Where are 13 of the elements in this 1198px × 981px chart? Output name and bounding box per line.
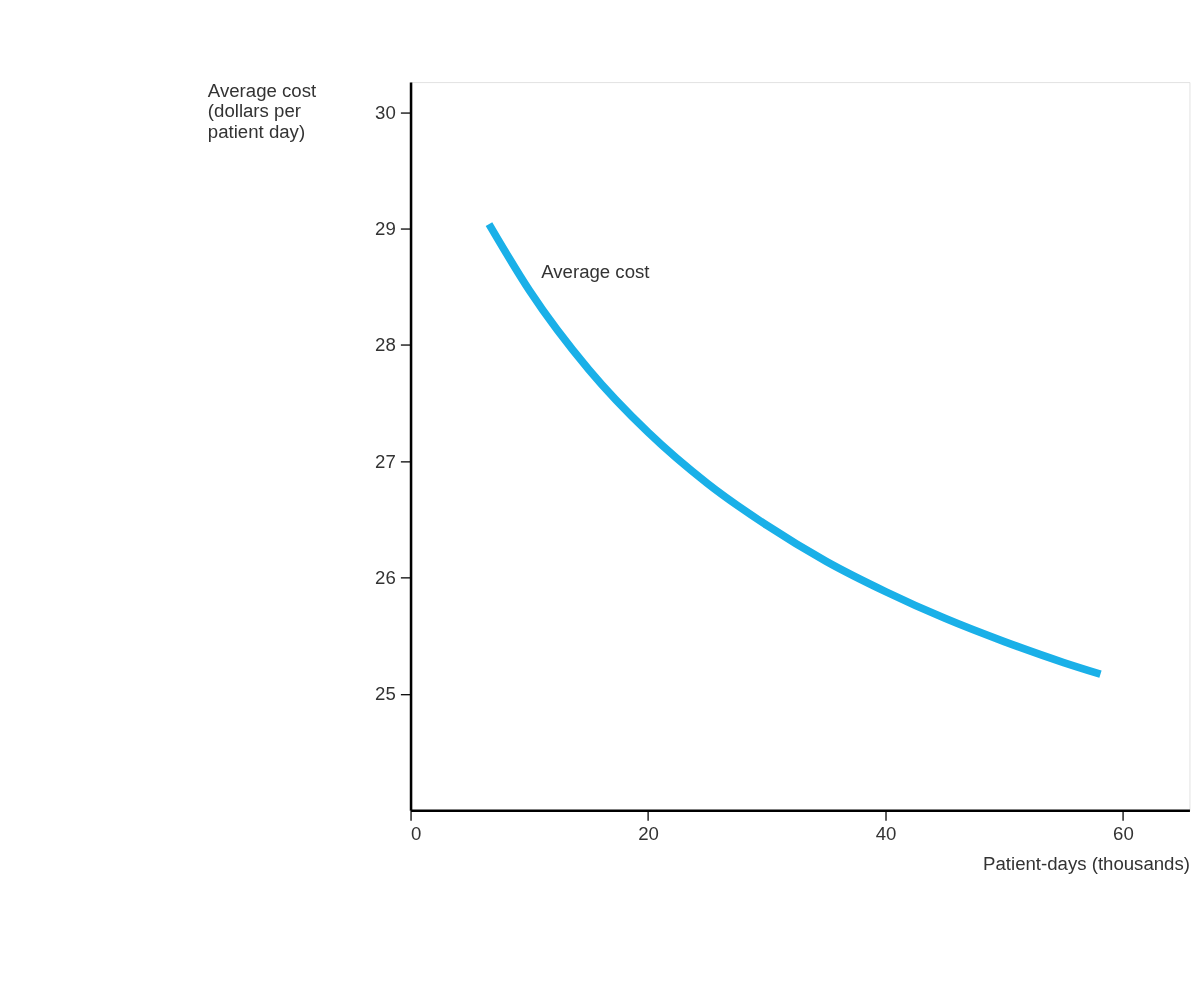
y-tick-label: 26 (375, 567, 396, 588)
x-tick-label: 20 (638, 823, 659, 845)
y-tick-label: 25 (375, 683, 396, 705)
y-tick-label: 30 (375, 101, 396, 123)
series-label: Average cost (541, 260, 651, 282)
x-axis-title: Patient-days (thousands) (983, 852, 1190, 874)
x-tick-label: 0 (411, 823, 422, 845)
y-tick-label: 28 (375, 334, 396, 356)
y-tick-label: 27 (375, 450, 396, 472)
x-tick-label: 40 (875, 823, 897, 845)
y-axis-title: Average cost (dollars per patient day) (207, 79, 317, 142)
x-tick-label: 60 (1113, 823, 1134, 845)
y-tick-label: 29 (375, 218, 396, 240)
